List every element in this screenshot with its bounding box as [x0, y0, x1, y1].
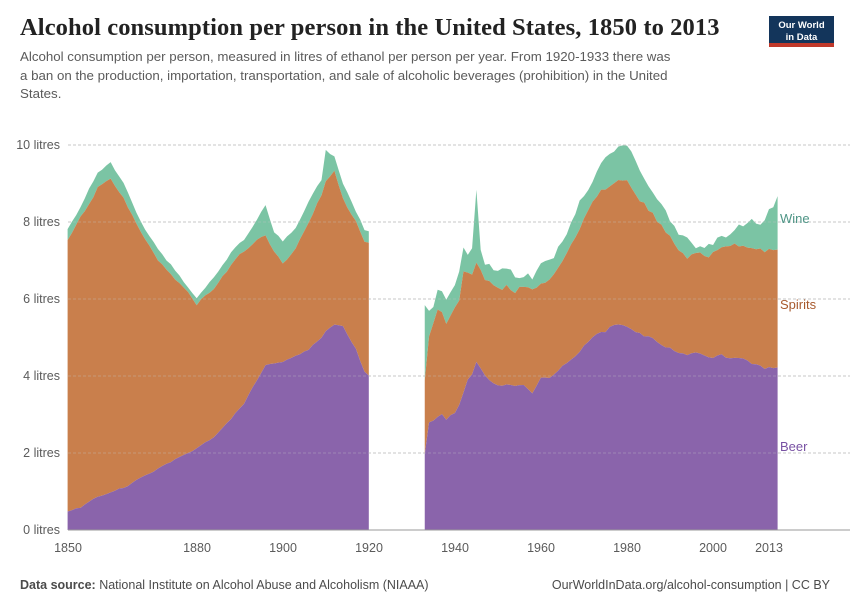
- svg-text:1960: 1960: [527, 541, 555, 555]
- svg-text:2000: 2000: [699, 541, 727, 555]
- svg-text:4 litres: 4 litres: [23, 369, 60, 383]
- svg-text:10 litres: 10 litres: [16, 140, 60, 152]
- svg-text:8 litres: 8 litres: [23, 215, 60, 229]
- svg-text:2 litres: 2 litres: [23, 446, 60, 460]
- svg-text:1850: 1850: [54, 541, 82, 555]
- svg-text:2013: 2013: [755, 541, 783, 555]
- svg-text:0 litres: 0 litres: [23, 523, 60, 537]
- svg-text:1980: 1980: [613, 541, 641, 555]
- svg-text:6 litres: 6 litres: [23, 292, 60, 306]
- svg-text:Wine: Wine: [780, 211, 810, 226]
- svg-text:1940: 1940: [441, 541, 469, 555]
- svg-text:Spirits: Spirits: [780, 297, 817, 312]
- svg-text:Beer: Beer: [780, 439, 808, 454]
- svg-text:1900: 1900: [269, 541, 297, 555]
- svg-text:1920: 1920: [355, 541, 383, 555]
- svg-text:1880: 1880: [183, 541, 211, 555]
